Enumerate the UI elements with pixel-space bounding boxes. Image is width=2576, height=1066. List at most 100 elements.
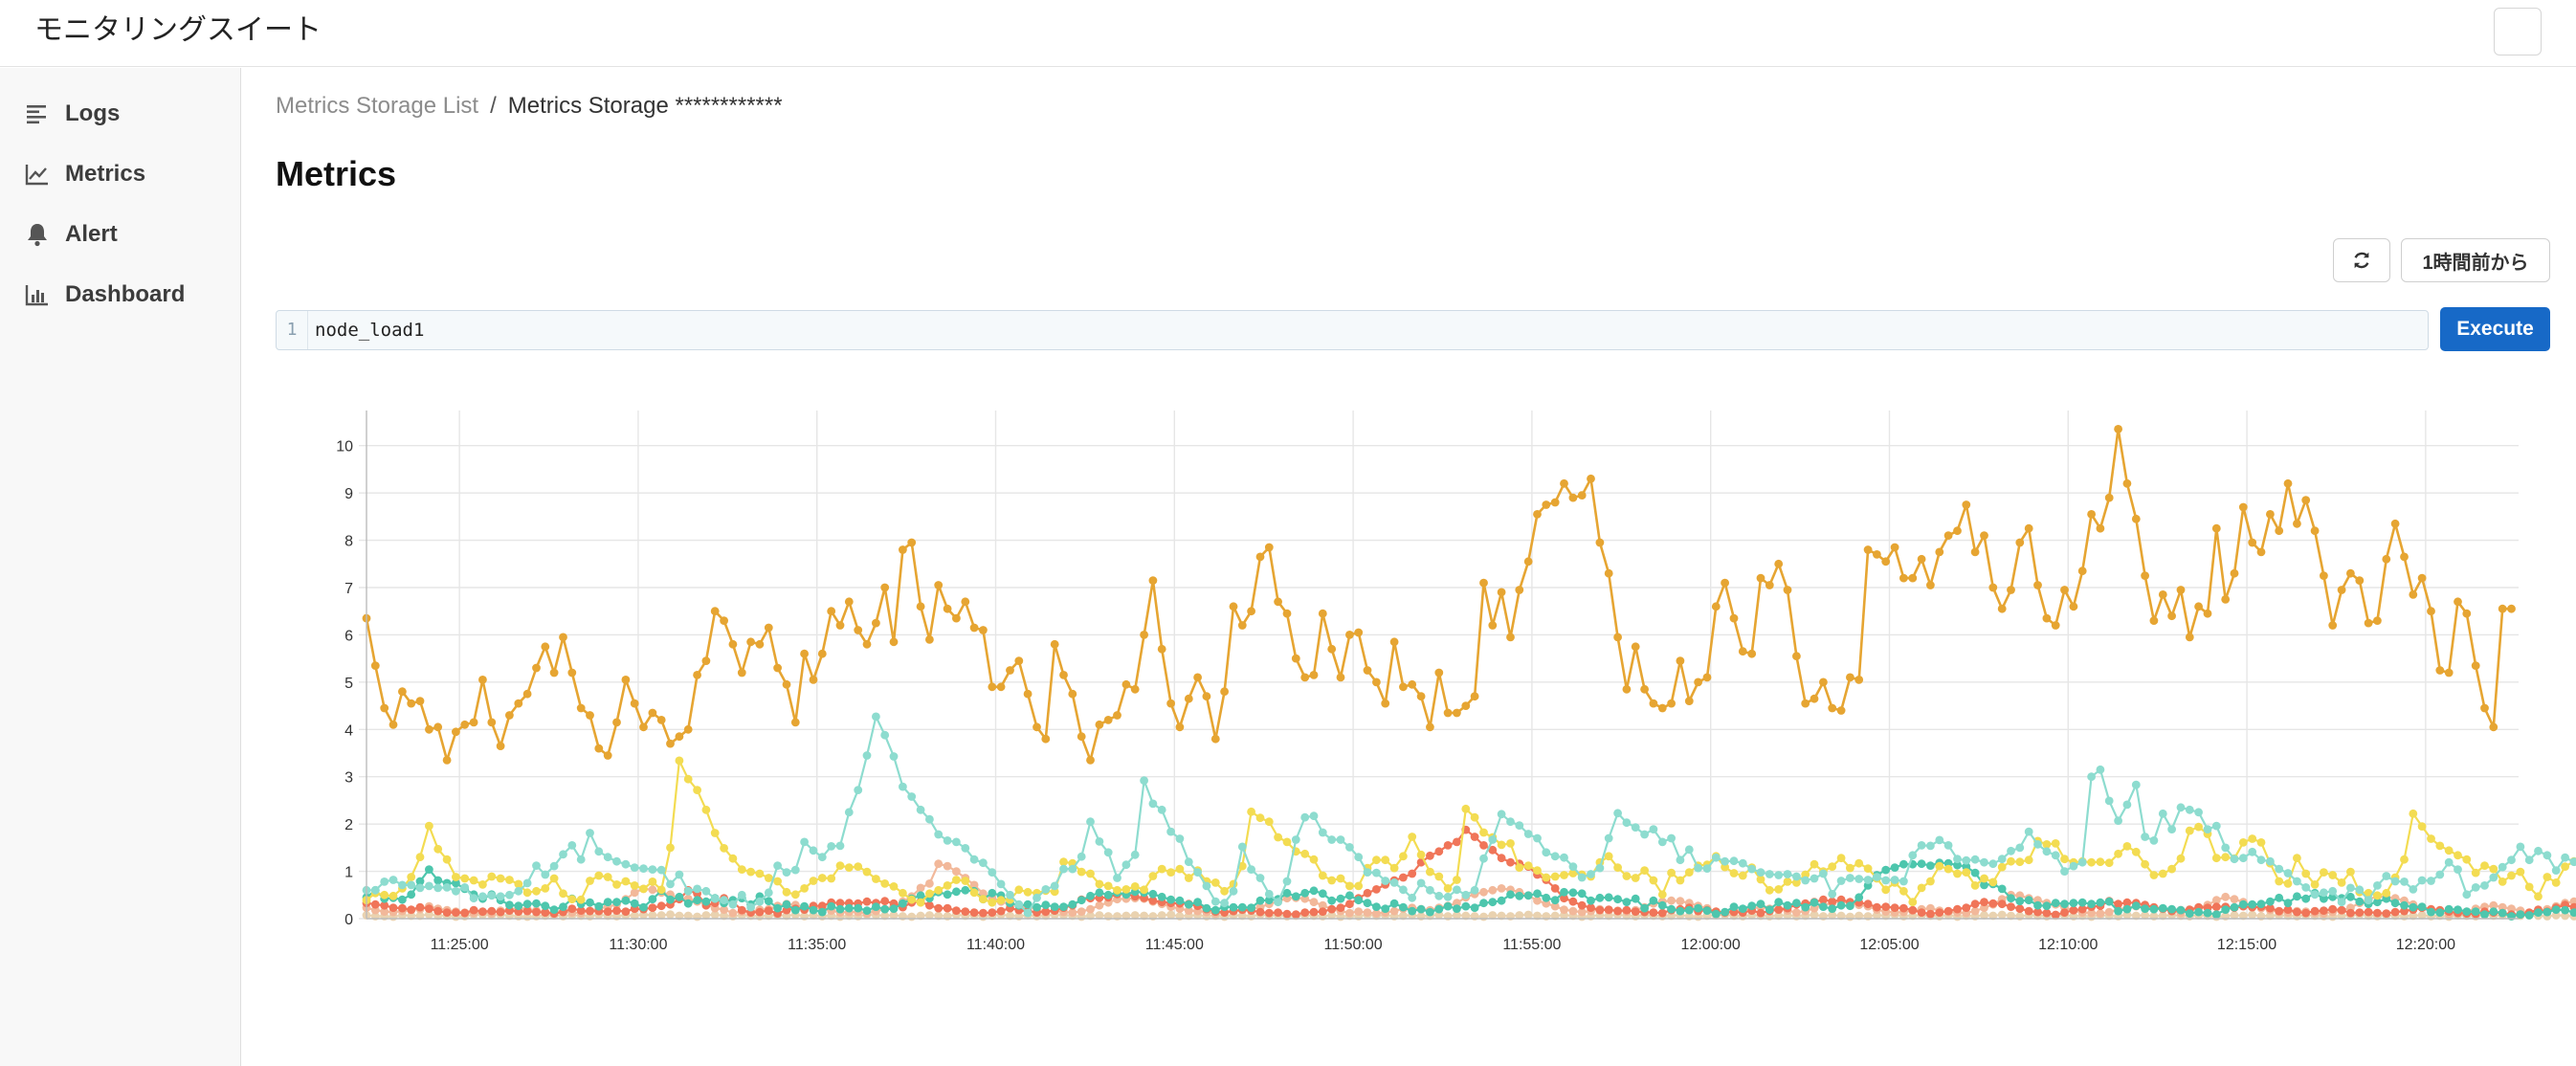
data-point[interactable] bbox=[790, 865, 800, 875]
data-point[interactable] bbox=[1381, 699, 1390, 708]
data-point[interactable] bbox=[621, 907, 631, 916]
data-point[interactable] bbox=[2248, 834, 2257, 843]
data-point[interactable] bbox=[487, 906, 497, 916]
data-point[interactable] bbox=[1077, 732, 1086, 742]
data-point[interactable] bbox=[755, 869, 765, 878]
data-point[interactable] bbox=[969, 908, 979, 917]
data-point[interactable] bbox=[862, 639, 872, 649]
data-point[interactable] bbox=[2382, 909, 2391, 918]
data-point[interactable] bbox=[2293, 907, 2301, 917]
data-point[interactable] bbox=[2104, 796, 2114, 806]
data-point[interactable] bbox=[1667, 896, 1676, 905]
execute-button[interactable]: Execute bbox=[2440, 307, 2550, 351]
data-point[interactable] bbox=[2471, 907, 2480, 916]
data-point[interactable] bbox=[496, 892, 505, 901]
data-point[interactable] bbox=[1997, 899, 2007, 909]
data-point[interactable] bbox=[442, 883, 452, 892]
data-point[interactable] bbox=[2024, 855, 2033, 865]
data-point[interactable] bbox=[1702, 864, 1712, 873]
data-point[interactable] bbox=[720, 896, 728, 905]
data-point[interactable] bbox=[683, 911, 693, 921]
data-point[interactable] bbox=[487, 891, 497, 900]
data-point[interactable] bbox=[1783, 877, 1792, 886]
data-point[interactable] bbox=[2248, 910, 2257, 920]
data-point[interactable] bbox=[469, 894, 478, 903]
data-point[interactable] bbox=[1828, 904, 1837, 913]
data-point[interactable] bbox=[1988, 583, 1998, 592]
data-point[interactable] bbox=[2033, 907, 2042, 917]
data-point[interactable] bbox=[407, 880, 416, 890]
data-point[interactable] bbox=[1792, 872, 1801, 881]
data-point[interactable] bbox=[1568, 493, 1578, 502]
data-point[interactable] bbox=[746, 867, 755, 877]
data-point[interactable] bbox=[746, 902, 755, 912]
data-point[interactable] bbox=[514, 879, 523, 889]
data-point[interactable] bbox=[2015, 904, 2025, 913]
data-point[interactable] bbox=[1210, 905, 1220, 915]
data-point[interactable] bbox=[872, 618, 880, 628]
data-point[interactable] bbox=[1854, 875, 1864, 883]
data-point[interactable] bbox=[2364, 907, 2373, 917]
data-point[interactable] bbox=[1738, 904, 1747, 913]
data-point[interactable] bbox=[2346, 568, 2355, 578]
data-point[interactable] bbox=[433, 906, 443, 916]
data-point[interactable] bbox=[2158, 869, 2167, 878]
data-point[interactable] bbox=[1881, 865, 1891, 875]
data-point[interactable] bbox=[1140, 911, 1148, 921]
data-point[interactable] bbox=[2293, 854, 2301, 863]
data-point[interactable] bbox=[1274, 833, 1282, 842]
data-point[interactable] bbox=[505, 890, 514, 899]
data-point[interactable] bbox=[1774, 898, 1784, 907]
data-point[interactable] bbox=[916, 883, 925, 893]
data-point[interactable] bbox=[2149, 616, 2159, 625]
data-point[interactable] bbox=[880, 911, 890, 921]
data-point[interactable] bbox=[2480, 861, 2489, 870]
data-point[interactable] bbox=[1148, 889, 1158, 899]
data-point[interactable] bbox=[1336, 903, 1345, 912]
data-point[interactable] bbox=[1389, 878, 1399, 887]
data-point[interactable] bbox=[2042, 908, 2052, 918]
data-point[interactable] bbox=[1676, 855, 1685, 865]
data-point[interactable] bbox=[1970, 899, 1980, 909]
data-point[interactable] bbox=[1854, 911, 1864, 921]
data-point[interactable] bbox=[1560, 894, 1568, 903]
data-point[interactable] bbox=[1836, 854, 1846, 863]
data-point[interactable] bbox=[1846, 912, 1854, 922]
data-point[interactable] bbox=[1247, 807, 1255, 816]
data-point[interactable] bbox=[1381, 877, 1390, 885]
data-point[interactable] bbox=[1148, 896, 1158, 905]
data-point[interactable] bbox=[2498, 862, 2507, 872]
data-point[interactable] bbox=[2364, 896, 2373, 905]
data-point[interactable] bbox=[1006, 911, 1014, 921]
data-point[interactable] bbox=[1587, 903, 1595, 912]
data-point[interactable] bbox=[433, 844, 443, 854]
data-point[interactable] bbox=[603, 751, 612, 760]
data-point[interactable] bbox=[407, 699, 416, 708]
data-point[interactable] bbox=[925, 889, 934, 899]
data-point[interactable] bbox=[2211, 523, 2221, 533]
data-point[interactable] bbox=[2051, 910, 2060, 920]
data-point[interactable] bbox=[2042, 840, 2052, 849]
data-point[interactable] bbox=[1943, 531, 1953, 540]
data-point[interactable] bbox=[2454, 905, 2462, 914]
data-point[interactable] bbox=[1657, 908, 1667, 918]
data-point[interactable] bbox=[1050, 639, 1059, 649]
data-point[interactable] bbox=[1148, 576, 1158, 585]
data-point[interactable] bbox=[2409, 590, 2418, 599]
data-point[interactable] bbox=[2390, 907, 2400, 917]
data-point[interactable] bbox=[1318, 889, 1327, 899]
data-point[interactable] bbox=[2310, 880, 2320, 889]
data-point[interactable] bbox=[1354, 907, 1364, 916]
data-point[interactable] bbox=[675, 892, 684, 901]
data-point[interactable] bbox=[2007, 846, 2015, 855]
data-point[interactable] bbox=[2444, 904, 2454, 914]
data-point[interactable] bbox=[2489, 900, 2498, 910]
data-point[interactable] bbox=[1426, 867, 1434, 877]
data-point[interactable] bbox=[603, 873, 612, 881]
data-point[interactable] bbox=[1765, 905, 1774, 914]
data-point[interactable] bbox=[1640, 866, 1649, 875]
data-point[interactable] bbox=[2266, 510, 2275, 519]
data-point[interactable] bbox=[630, 899, 639, 908]
data-point[interactable] bbox=[790, 890, 800, 899]
data-point[interactable] bbox=[969, 888, 979, 898]
